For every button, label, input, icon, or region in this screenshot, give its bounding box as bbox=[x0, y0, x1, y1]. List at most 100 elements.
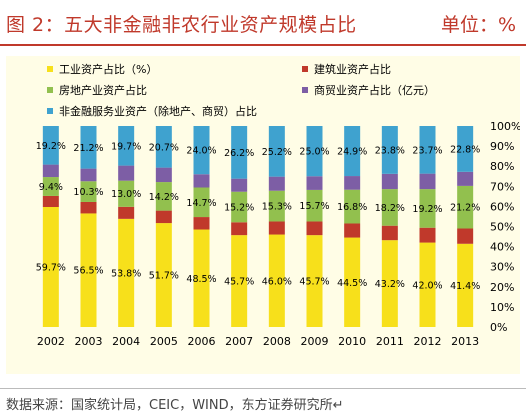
bar-segment bbox=[118, 218, 135, 327]
x-tick-label: 2009 bbox=[301, 335, 329, 348]
bar-segment bbox=[419, 242, 436, 327]
data-label: 48.5% bbox=[186, 274, 216, 285]
x-tick-label: 2010 bbox=[338, 335, 366, 348]
x-tick-label: 2011 bbox=[376, 335, 404, 348]
x-tick-label: 2012 bbox=[414, 335, 442, 348]
data-label: 26.2% bbox=[224, 148, 254, 159]
data-label: 23.8% bbox=[375, 145, 405, 156]
legend-label: 工业资产占比（%） bbox=[59, 62, 157, 76]
x-tick-label: 2002 bbox=[37, 335, 65, 348]
data-label: 19.7% bbox=[111, 141, 141, 152]
bar-segment bbox=[118, 165, 135, 181]
y-tick-label: 90% bbox=[490, 140, 514, 153]
bar-segment bbox=[193, 187, 210, 218]
bar-segment bbox=[231, 235, 248, 327]
y-tick-label: 20% bbox=[490, 281, 514, 294]
source-note: 数据来源：国家统计局，CEIC，WIND，东方证券研究所↵ bbox=[6, 398, 344, 413]
data-label: 13.0% bbox=[111, 189, 141, 200]
data-label: 44.5% bbox=[337, 278, 367, 289]
bar-segment bbox=[306, 235, 323, 327]
bar-segment bbox=[344, 223, 361, 238]
bar-segment bbox=[155, 167, 172, 183]
bar-segment bbox=[381, 225, 398, 241]
bar-segment bbox=[42, 207, 59, 327]
bar-segment bbox=[306, 189, 323, 222]
bar-segment bbox=[381, 189, 398, 226]
data-label: 53.8% bbox=[111, 268, 141, 279]
legend-swatch bbox=[47, 108, 53, 114]
data-label: 10.3% bbox=[73, 187, 103, 198]
bar-segment bbox=[193, 229, 210, 327]
bar-segment bbox=[193, 174, 210, 188]
bar-segment bbox=[118, 180, 135, 207]
y-tick-label: 70% bbox=[490, 180, 514, 193]
unit-label: 单位：% bbox=[440, 14, 516, 36]
bar-segment bbox=[80, 168, 97, 182]
bar-segment bbox=[268, 234, 285, 327]
bar-segment bbox=[42, 164, 59, 178]
bar-segment bbox=[268, 176, 285, 191]
x-tick-label: 2013 bbox=[451, 335, 479, 348]
x-tick-label: 2008 bbox=[263, 335, 291, 348]
legend-label: 非金融服务业资产（除地产、商贸）占比 bbox=[59, 104, 257, 118]
bar-segment bbox=[118, 206, 135, 219]
bar-segment bbox=[419, 189, 436, 228]
data-label: 56.5% bbox=[73, 266, 103, 277]
bar-segment bbox=[231, 126, 248, 179]
bar-segment bbox=[419, 173, 436, 190]
bar-segment bbox=[80, 201, 97, 214]
data-label: 21.2% bbox=[73, 143, 103, 154]
bar-segment bbox=[193, 217, 210, 230]
y-tick-label: 80% bbox=[490, 160, 514, 173]
bar-segment bbox=[155, 182, 172, 211]
bar-segment bbox=[42, 195, 59, 208]
bar-segment bbox=[306, 126, 323, 177]
bar-segment bbox=[42, 126, 59, 165]
bar-segment bbox=[80, 213, 97, 327]
bar-segment bbox=[155, 210, 172, 224]
data-label: 51.7% bbox=[149, 271, 179, 282]
y-tick-label: 0% bbox=[490, 321, 507, 334]
data-label: 43.2% bbox=[375, 279, 405, 290]
legend-label: 房地产业资产占比 bbox=[59, 83, 147, 97]
y-tick-label: 100% bbox=[490, 120, 520, 133]
data-label: 21.2% bbox=[450, 203, 480, 214]
bar-segment bbox=[42, 177, 59, 196]
data-label: 15.2% bbox=[224, 203, 254, 214]
bar-segment bbox=[419, 126, 436, 174]
bar-segment bbox=[344, 189, 361, 224]
bar-segment bbox=[419, 227, 436, 243]
data-label: 23.7% bbox=[412, 145, 442, 156]
bar-segment bbox=[231, 222, 248, 236]
bar-segment bbox=[381, 173, 398, 190]
data-label: 19.2% bbox=[412, 204, 442, 215]
bar-segment bbox=[381, 240, 398, 327]
bar-segment bbox=[268, 221, 285, 235]
y-tick-label: 30% bbox=[490, 261, 514, 274]
bar-segment bbox=[193, 126, 210, 175]
bar-segment bbox=[457, 126, 474, 172]
bar-segment bbox=[457, 243, 474, 327]
x-tick-label: 2007 bbox=[225, 335, 253, 348]
data-label: 25.2% bbox=[262, 147, 292, 158]
bar-segment bbox=[231, 178, 248, 192]
bar-segment bbox=[344, 126, 361, 177]
bar-segment bbox=[457, 171, 474, 186]
data-label: 45.7% bbox=[299, 277, 329, 288]
bar-segment bbox=[457, 228, 474, 244]
bar-segment bbox=[118, 126, 135, 166]
data-label: 25.0% bbox=[299, 147, 329, 158]
x-tick-label: 2003 bbox=[75, 335, 103, 348]
bar-segment bbox=[344, 176, 361, 190]
data-label: 59.7% bbox=[36, 263, 66, 274]
chart-header: 图 2：五大非金融非农行业资产规模占比 单位：% bbox=[0, 0, 526, 46]
data-label: 45.7% bbox=[224, 277, 254, 288]
bar-segment bbox=[344, 237, 361, 327]
bar-segment bbox=[80, 181, 97, 202]
bar-segment bbox=[268, 126, 285, 177]
data-label: 19.2% bbox=[36, 141, 66, 152]
data-label: 16.8% bbox=[337, 202, 367, 213]
data-label: 41.4% bbox=[450, 281, 480, 292]
chart-title: 图 2：五大非金融非农行业资产规模占比 bbox=[6, 14, 357, 36]
